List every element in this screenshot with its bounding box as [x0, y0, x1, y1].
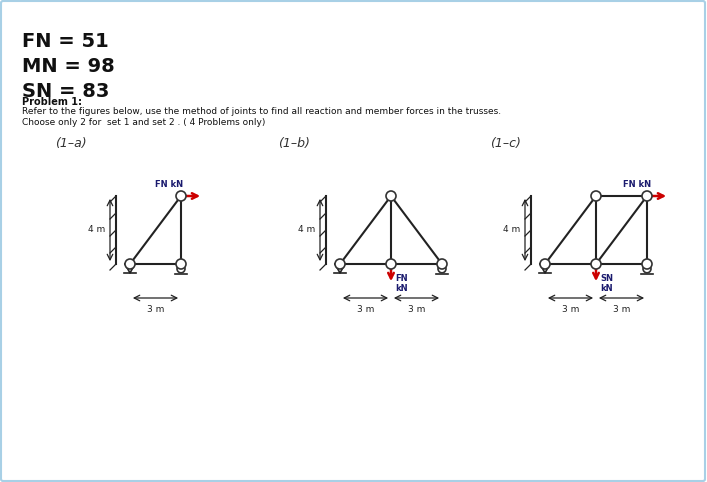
Text: Choose only 2 for  set 1 and set 2 . ( 4 Problems only): Choose only 2 for set 1 and set 2 . ( 4 … [22, 118, 265, 127]
Text: FN kN: FN kN [155, 180, 183, 189]
Circle shape [591, 191, 601, 201]
Circle shape [437, 259, 447, 269]
Circle shape [438, 265, 446, 273]
Text: 4 m: 4 m [88, 226, 105, 235]
Text: FN = 51: FN = 51 [22, 32, 109, 51]
Text: 3 m: 3 m [408, 305, 425, 314]
Text: 3 m: 3 m [562, 305, 579, 314]
Text: 4 m: 4 m [503, 226, 520, 235]
Text: (1–c): (1–c) [490, 137, 521, 150]
Circle shape [540, 259, 550, 269]
Circle shape [643, 265, 651, 273]
Text: 3 m: 3 m [613, 305, 630, 314]
Text: Problem 1:: Problem 1: [22, 97, 82, 107]
Circle shape [335, 259, 345, 269]
Circle shape [386, 191, 396, 201]
Text: FN
kN: FN kN [395, 274, 408, 293]
Circle shape [642, 259, 652, 269]
Text: SN
kN: SN kN [600, 274, 613, 293]
Text: (1–b): (1–b) [278, 137, 310, 150]
Circle shape [176, 191, 186, 201]
Circle shape [125, 259, 135, 269]
Circle shape [642, 191, 652, 201]
Circle shape [591, 259, 601, 269]
Circle shape [386, 259, 396, 269]
Text: 4 m: 4 m [298, 226, 315, 235]
Text: 3 m: 3 m [147, 305, 164, 314]
Text: Refer to the figures below, use the method of joints to find all reaction and me: Refer to the figures below, use the meth… [22, 107, 501, 116]
Circle shape [176, 259, 186, 269]
Text: MN = 98: MN = 98 [22, 57, 115, 76]
Text: SN = 83: SN = 83 [22, 82, 110, 101]
Circle shape [177, 265, 185, 273]
Text: 3 m: 3 m [357, 305, 374, 314]
Text: FN kN: FN kN [623, 180, 651, 189]
Text: (1–a): (1–a) [55, 137, 87, 150]
